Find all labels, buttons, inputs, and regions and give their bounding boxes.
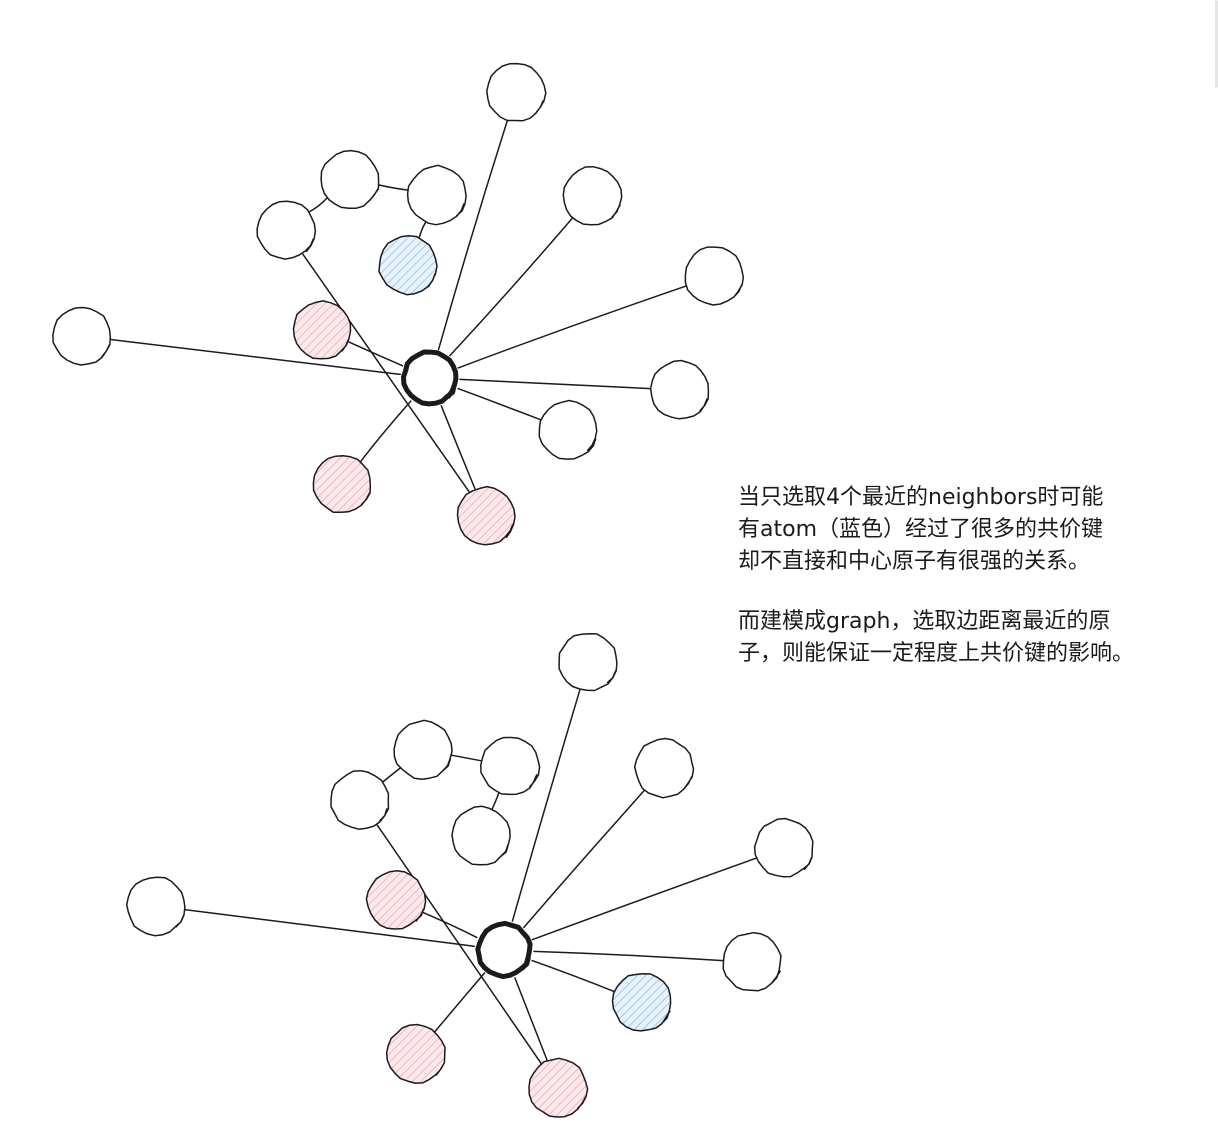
atom-node-r2-fill — [394, 721, 452, 779]
atom-node-n2-fill — [635, 739, 693, 797]
bond-edge-c-n2 — [523, 789, 646, 929]
bond-edge-c-n4 — [533, 950, 724, 962]
bond-edge-c-n2 — [449, 216, 574, 357]
atom-node-n3-fill — [755, 819, 813, 877]
atom-node-n4 — [649, 359, 710, 420]
atom-node-r2 — [393, 719, 453, 781]
note-line: 子，则能保证一定程度上共价键的影响。 — [738, 641, 1135, 666]
bond-edge-c-n1 — [437, 119, 509, 351]
bond-edge-c-n7 — [347, 341, 404, 367]
atom-node-n6 — [125, 876, 186, 937]
atom-node-r1 — [256, 200, 317, 260]
bond-edge-n9-r1 — [301, 253, 471, 493]
atom-node-r4-fill — [452, 807, 510, 865]
bond-edge-c-n9 — [440, 405, 476, 490]
atom-node-r2 — [320, 149, 380, 210]
bond-edge-r2-r3 — [377, 184, 410, 191]
atom-node-r1-fill — [257, 201, 315, 259]
atom-node-n6 — [52, 306, 112, 366]
vertical-scrollbar[interactable] — [1215, 0, 1218, 88]
explanation-note-graph: 而建模成graph，选取边距离最近的原 子，则能保证一定程度上共价键的影响。 — [738, 606, 1134, 670]
atom-node-r1 — [330, 769, 390, 830]
atom-node-n1 — [486, 62, 547, 122]
center-atom-node — [475, 920, 533, 980]
bond-edge-c-n1 — [511, 689, 581, 922]
atom-node-n8 — [385, 1023, 446, 1084]
atom-node-r3-fill — [408, 166, 466, 224]
bond-edge-c-n4 — [459, 378, 652, 390]
atom-node-n2 — [562, 165, 623, 226]
bond-edge-c-n8 — [433, 972, 486, 1033]
atom-node-n1-fill — [487, 63, 545, 121]
atom-node-n1 — [558, 633, 618, 692]
bond-edge-c-n7 — [421, 911, 478, 939]
atom-node-n7 — [292, 300, 352, 360]
bond-edge-c-n3 — [531, 857, 758, 941]
atom-node-n3 — [684, 246, 745, 306]
note-line: 有atom（蓝色）经过了很多的共价键 — [738, 517, 1103, 542]
atom-node-n8-fill — [387, 1025, 445, 1083]
bond-edge-c-n9 — [514, 977, 549, 1062]
atom-node-r3 — [406, 164, 467, 226]
atom-node-n5-fill — [613, 973, 671, 1031]
atom-node-n4-fill — [651, 361, 709, 419]
note-line: 却不直接和中心原子有很强的关系。 — [738, 549, 1091, 574]
atom-node-r4 — [378, 234, 438, 296]
atom-node-n4-fill — [723, 933, 781, 991]
atom-node-n3-fill — [685, 247, 743, 305]
atom-node-n7-fill — [293, 301, 351, 359]
atom-node-n3 — [753, 817, 814, 878]
atom-node-r3 — [480, 736, 541, 796]
atom-node-n9-fill — [529, 1059, 587, 1117]
bond-edge-r1-r2 — [308, 197, 328, 213]
atom-node-n8 — [312, 455, 372, 514]
bond-edge-c-n5 — [457, 387, 542, 421]
bond-edge-c-n6 — [184, 908, 475, 947]
bond-edge-r2-r3 — [450, 754, 483, 762]
atom-node-n5-fill — [539, 401, 597, 459]
note-line: 当只选取4个最近的neighbors时可能 — [738, 485, 1104, 510]
atom-node-n2 — [633, 737, 695, 799]
atom-node-n9 — [528, 1057, 589, 1118]
atom-node-r2-fill — [321, 151, 379, 209]
explanation-note-knn: 当只选取4个最近的neighbors时可能 有atom（蓝色）经过了很多的共价键… — [738, 482, 1103, 578]
bond-edge-c-n8 — [359, 400, 412, 463]
atom-node-n9 — [456, 485, 516, 546]
note-line: 而建模成graph，选取边距离最近的原 — [738, 609, 1111, 634]
atom-node-r3-fill — [481, 737, 539, 795]
atom-node-n8-fill — [313, 455, 371, 513]
center-atom-node — [401, 349, 459, 407]
center-atom-node-fill — [404, 352, 456, 404]
atom-node-r4 — [451, 805, 511, 866]
atom-node-n1-fill — [559, 633, 617, 691]
atom-node-r4-fill — [379, 236, 437, 294]
bond-edge-r3-r4 — [491, 792, 500, 810]
bond-edge-c-n6 — [110, 338, 401, 376]
top-molecule-diagram — [52, 62, 745, 546]
atom-node-n2-fill — [563, 167, 621, 225]
atom-node-n9-fill — [457, 487, 515, 545]
atom-node-n4 — [722, 931, 782, 992]
atom-node-n6-fill — [53, 307, 111, 365]
bond-edge-c-n5 — [531, 959, 616, 993]
atom-node-n7 — [365, 869, 427, 930]
bond-edge-r3-r4 — [418, 221, 427, 239]
atom-node-n5 — [538, 399, 598, 460]
bond-edge-c-n3 — [457, 285, 688, 369]
center-atom-node-fill — [478, 924, 530, 976]
bottom-graph-diagram — [125, 633, 814, 1118]
bond-edge-n9-r1 — [375, 823, 543, 1065]
atom-node-n6-fill — [127, 877, 185, 935]
bond-edge-r1-r2 — [381, 767, 402, 783]
atom-node-n7-fill — [367, 871, 425, 929]
atom-node-n5 — [611, 972, 672, 1032]
atom-node-r1-fill — [331, 771, 389, 829]
